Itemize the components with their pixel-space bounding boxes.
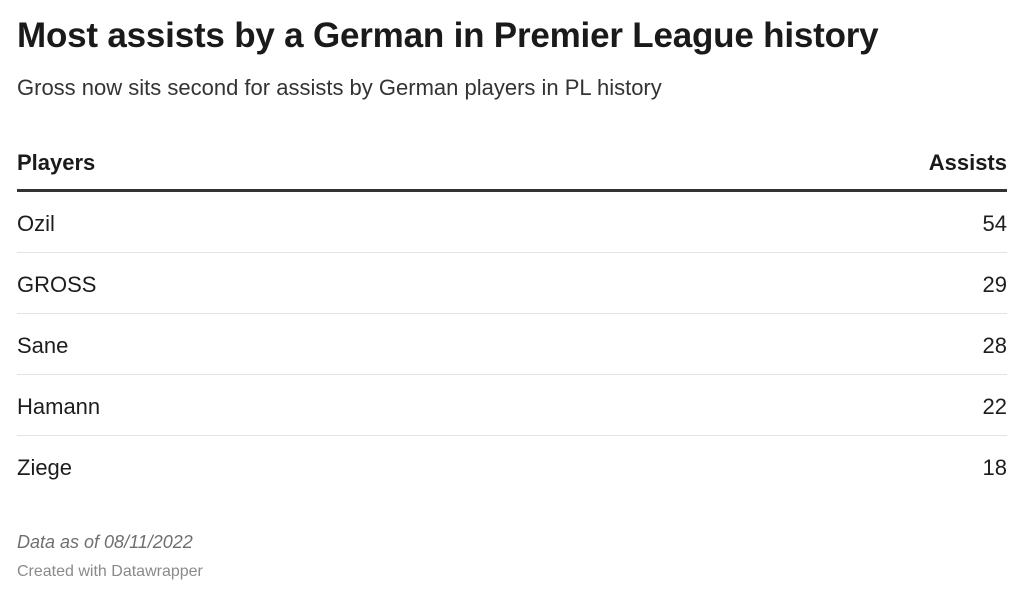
player-name-cell: GROSS — [17, 272, 97, 297]
column-header-players[interactable]: Players — [17, 150, 96, 175]
assists-value-cell: 18 — [982, 455, 1007, 480]
credit-text: Created with Datawrapper — [17, 563, 203, 580]
player-name-cell: Sane — [17, 333, 69, 358]
chart-subtitle: Gross now sits second for assists by Ger… — [17, 75, 662, 100]
table-row: Hamann 22 — [17, 375, 1007, 436]
column-header-assists[interactable]: Assists — [928, 150, 1007, 175]
table-row: Sane 28 — [17, 314, 1007, 375]
player-name-cell: Ziege — [17, 455, 73, 480]
data-table: Players Assists Ozil 54 GROSS 29 Sane 28 Haman… — [17, 131, 1007, 497]
data-note: Data as of 08/11/2022 — [17, 532, 193, 552]
table-header: Players Assists — [17, 131, 1007, 192]
chart-title: Most assists by a German in Premier Leag… — [17, 16, 879, 55]
table-row: Ozil 54 — [17, 192, 1007, 253]
assists-value-cell: 22 — [982, 394, 1007, 419]
assists-value-cell: 29 — [982, 272, 1007, 297]
assists-value-cell: 28 — [982, 333, 1007, 358]
player-name-cell: Hamann — [17, 394, 101, 419]
table-row: Ziege 18 — [17, 436, 1007, 497]
table-body: Ozil 54 GROSS 29 Sane 28 Hamann 22 Ziege 18 — [17, 192, 1007, 497]
assists-value-cell: 54 — [982, 211, 1007, 236]
player-name-cell: Ozil — [17, 211, 55, 236]
table-row: GROSS 29 — [17, 253, 1007, 314]
